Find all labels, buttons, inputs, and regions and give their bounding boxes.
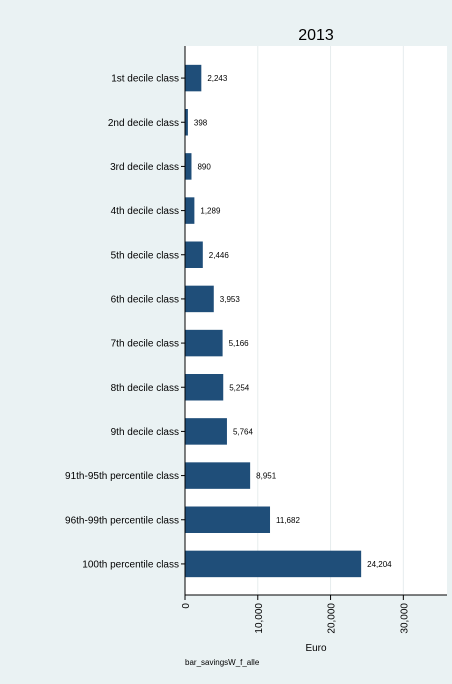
bar bbox=[185, 64, 202, 92]
category-label: 8th decile class bbox=[111, 383, 179, 394]
category-label: 9th decile class bbox=[111, 427, 179, 438]
x-tick-label: 20,000 bbox=[327, 603, 338, 634]
bar bbox=[185, 506, 271, 533]
bar bbox=[185, 462, 251, 489]
x-axis-label: Euro bbox=[305, 643, 327, 654]
x-axis-ticks: 0 10,000 20,000 30,000 bbox=[181, 595, 410, 634]
category-label: 96th-99th percentile class bbox=[65, 515, 179, 526]
value-label: 3,953 bbox=[220, 295, 241, 304]
value-label: 8,951 bbox=[256, 472, 277, 481]
title-band bbox=[185, 22, 447, 46]
value-label: 1,289 bbox=[200, 207, 221, 216]
value-label: 5,764 bbox=[233, 427, 254, 436]
value-label: 2,243 bbox=[207, 74, 228, 83]
category-label: 4th decile class bbox=[111, 206, 179, 217]
value-label: 398 bbox=[194, 118, 208, 127]
category-label: 5th decile class bbox=[111, 250, 179, 261]
category-label: 3rd decile class bbox=[110, 162, 179, 173]
grid-lines bbox=[257, 46, 404, 595]
value-label: 890 bbox=[197, 162, 211, 171]
category-label: 6th decile class bbox=[111, 294, 179, 305]
category-label: 100th percentile class bbox=[82, 559, 179, 570]
category-labels: 1st decile class 2nd decile class 3rd deci… bbox=[65, 74, 185, 570]
bar bbox=[185, 197, 195, 224]
value-label: 5,254 bbox=[229, 383, 250, 392]
bar bbox=[185, 109, 188, 136]
chart-title: 2013 bbox=[298, 27, 334, 44]
x-tick-label: 10,000 bbox=[254, 603, 265, 634]
bar bbox=[185, 153, 192, 180]
value-label: 2,446 bbox=[209, 251, 230, 260]
value-label: 5,166 bbox=[229, 339, 250, 348]
bars bbox=[185, 64, 362, 578]
category-label: 7th decile class bbox=[111, 339, 179, 350]
value-labels: 2,243 398 890 1,289 2,446 3,953 5,166 5,254 5,76… bbox=[194, 74, 392, 569]
bar bbox=[185, 241, 203, 268]
bar bbox=[185, 418, 227, 445]
x-tick-label: 0 bbox=[181, 603, 192, 609]
bar bbox=[185, 374, 224, 401]
chart-note: bar_savingsW_f_alle bbox=[185, 658, 260, 667]
value-label: 11,682 bbox=[276, 516, 300, 525]
bar bbox=[185, 285, 214, 313]
bar bbox=[185, 550, 362, 578]
bar bbox=[185, 329, 223, 357]
category-label: 91th-95th percentile class bbox=[65, 471, 179, 482]
value-label: 24,204 bbox=[367, 560, 392, 569]
x-tick-label: 30,000 bbox=[399, 603, 410, 634]
category-label: 2nd decile class bbox=[108, 118, 179, 129]
category-label: 1st decile class bbox=[111, 74, 179, 85]
